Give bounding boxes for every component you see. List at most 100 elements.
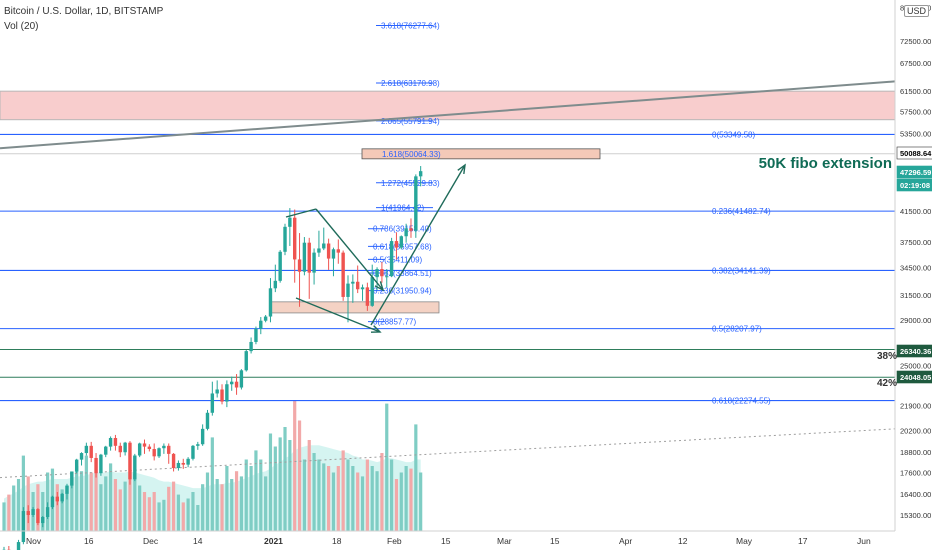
fib-ext-label: 0.382(33864.51): [373, 269, 432, 278]
volume-bar: [297, 420, 302, 531]
price-tag-label: 02:19:08: [900, 181, 930, 190]
fib-level-label: 0.5(28207.97): [712, 325, 762, 334]
volume-bar: [65, 485, 69, 531]
candle-body: [108, 437, 113, 447]
candle-body: [70, 471, 74, 486]
volume-bar: [302, 459, 306, 531]
candle-body: [113, 437, 118, 446]
volume-bar: [380, 453, 384, 531]
volume-bar: [414, 424, 418, 531]
price-tick-label: 53500.00: [900, 130, 931, 139]
volume-bar: [341, 450, 345, 531]
candle-body: [230, 381, 234, 385]
retracement-38-label: 38%: [877, 351, 898, 362]
volume-bar: [118, 489, 122, 531]
candle-body: [380, 269, 384, 277]
time-tick-label: 16: [84, 536, 94, 546]
candle-body: [317, 248, 321, 253]
volume-bar: [167, 486, 171, 531]
candle-body: [215, 389, 219, 394]
fib-level-label: 0.236(41482.74): [712, 207, 771, 216]
time-tick-label: 12: [678, 536, 688, 546]
candle-body: [326, 243, 331, 259]
price-tag-label: 24048.05: [900, 373, 931, 382]
candle-body: [84, 445, 89, 454]
volume-bar: [288, 440, 292, 531]
price-tick-label: 29000.00: [900, 316, 931, 325]
volume-bar: [264, 476, 268, 531]
price-tick-label: 25000.00: [900, 361, 931, 370]
price-tick-label: 20200.00: [900, 426, 931, 435]
volume-bar: [104, 476, 108, 531]
volume-bar: [365, 459, 369, 531]
candle-body: [244, 351, 248, 371]
candle-body: [65, 485, 69, 494]
candle-body: [385, 276, 389, 278]
candle-body: [355, 281, 360, 290]
volume-bar: [370, 466, 374, 531]
volume-bar: [234, 471, 239, 531]
candle-body: [74, 459, 79, 472]
volume-bar: [181, 502, 185, 531]
price-tick-label: 37500.00: [900, 238, 931, 247]
price-tick-label: 72500.00: [900, 37, 931, 46]
dashed-trend-line: [0, 428, 896, 479]
time-tick-label: Apr: [619, 536, 632, 546]
time-tick-label: 2021: [264, 536, 283, 546]
wedge-lower-arrow: [295, 297, 381, 333]
candle-body: [186, 458, 190, 465]
time-tick-label: Feb: [387, 536, 402, 546]
volume-bar: [254, 450, 258, 531]
candle-body: [205, 412, 210, 429]
currency-selector[interactable]: USD: [904, 5, 930, 17]
candle-body: [191, 445, 195, 459]
volume-bar: [16, 479, 21, 531]
time-tick-label: Mar: [497, 536, 512, 546]
price-tick-label: 31500.00: [900, 291, 931, 300]
volume-bar: [46, 472, 50, 531]
candle-body: [336, 249, 341, 253]
volume-bar: [225, 466, 229, 531]
retracement-42-label: 42%: [877, 378, 898, 389]
volume-bar: [41, 492, 45, 531]
fib-ext-label: 0.236(31950.94): [373, 287, 432, 296]
candle-body: [21, 511, 26, 543]
upper-trend-line: [0, 80, 896, 150]
candle-body: [133, 455, 137, 480]
candle-body: [263, 316, 268, 321]
candle-body: [118, 445, 122, 453]
candle-body: [79, 453, 84, 460]
candle-body: [123, 442, 127, 453]
wedge-lower-arrow-head: [370, 325, 382, 333]
target-arrow: [370, 164, 466, 326]
volume-bar: [327, 466, 331, 531]
price-tick-label: 67500.00: [900, 59, 931, 68]
candle-body: [254, 328, 258, 342]
candle-body: [370, 277, 374, 306]
candle-body: [167, 445, 171, 454]
volume-bar: [133, 473, 137, 531]
candle-body: [104, 446, 108, 455]
volume-bar: [278, 437, 282, 531]
candle-body: [181, 462, 185, 465]
candle-body: [234, 381, 239, 388]
price-tick-label: 34500.00: [900, 263, 931, 272]
candle-body: [259, 320, 263, 329]
candle-body: [31, 509, 35, 515]
candle-body: [375, 269, 379, 278]
candle-body: [176, 462, 181, 469]
candle-body: [288, 217, 292, 227]
price-tag: [896, 165, 932, 179]
volume-bar: [419, 472, 423, 531]
volume-bar: [259, 459, 263, 531]
wedge-upper-arrow-head: [374, 281, 385, 292]
price-tag: [896, 178, 932, 192]
price-tick-label: 57500.00: [900, 108, 931, 117]
volume-bar: [293, 401, 297, 531]
volume-bar: [138, 485, 142, 531]
candle-body: [137, 443, 142, 456]
candle-body: [147, 446, 152, 450]
fib-ext-label: 2.618(63170.98): [381, 79, 440, 88]
